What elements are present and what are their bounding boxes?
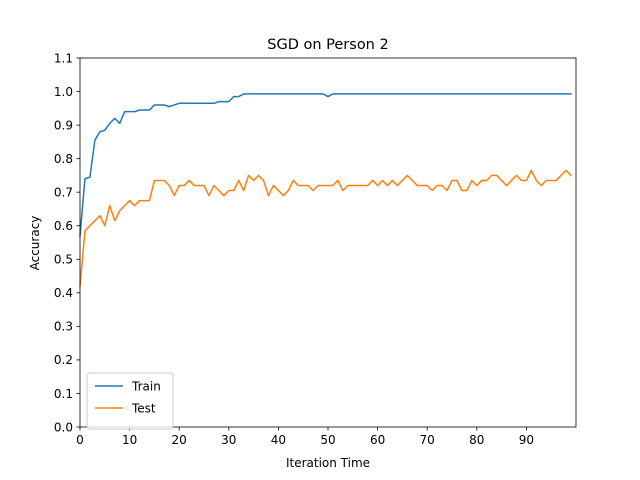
plot-area: 0 10 20 30 40 50 60 70 80 90 0.0 0.1 0.2 0.3 0.4 0.5 0.6… bbox=[54, 51, 577, 447]
x-tick-label: 30 bbox=[221, 433, 236, 447]
y-tick-label: 0.5 bbox=[54, 253, 73, 267]
y-tick-label: 0.0 bbox=[54, 420, 73, 434]
series-line-test bbox=[79, 169, 573, 287]
y-tick-label: 0.9 bbox=[54, 118, 73, 132]
x-tick-label: 60 bbox=[370, 433, 385, 447]
y-axis-title: Accuracy bbox=[28, 216, 42, 271]
legend-label-train: Train bbox=[131, 380, 161, 394]
y-tick-label: 0.6 bbox=[54, 219, 73, 233]
series-line-train bbox=[79, 93, 572, 237]
legend-label-test: Test bbox=[131, 402, 156, 416]
x-tick-label: 20 bbox=[172, 433, 187, 447]
legend-box bbox=[86, 372, 174, 430]
x-tick-label: 90 bbox=[519, 433, 534, 447]
y-tick-label: 1.0 bbox=[54, 85, 73, 99]
x-tick-label: 50 bbox=[320, 433, 335, 447]
legend: Train Test bbox=[86, 372, 174, 430]
x-axis-title: Iteration Time bbox=[286, 456, 370, 470]
y-tick-label: 0.1 bbox=[54, 387, 73, 401]
x-tick-label: 0 bbox=[76, 433, 84, 447]
y-tick-label: 0.7 bbox=[54, 185, 73, 199]
y-tick-label: 1.1 bbox=[54, 51, 73, 65]
x-tick-label: 70 bbox=[420, 433, 435, 447]
y-tick-label: 0.8 bbox=[54, 152, 73, 166]
x-tick-label: 10 bbox=[122, 433, 137, 447]
x-tick-label: 40 bbox=[271, 433, 286, 447]
y-tick-label: 0.2 bbox=[54, 353, 73, 367]
y-tick-label: 0.4 bbox=[54, 286, 73, 300]
y-tick-label: 0.3 bbox=[54, 320, 73, 334]
x-tick-label: 80 bbox=[469, 433, 484, 447]
chart-title: SGD on Person 2 bbox=[267, 37, 388, 53]
